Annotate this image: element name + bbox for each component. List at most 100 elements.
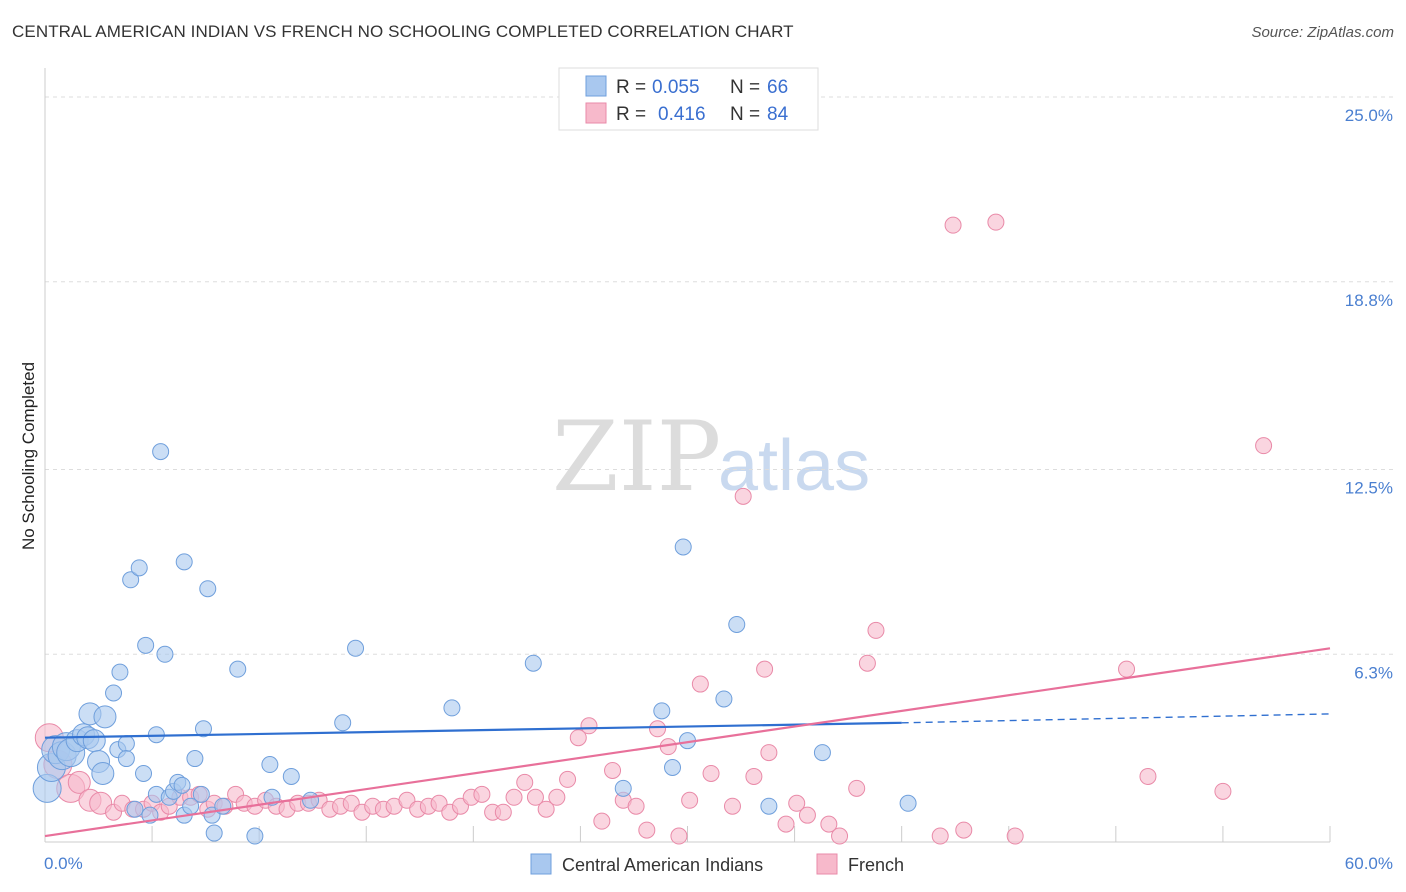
central-american-indian-point bbox=[82, 729, 106, 753]
central-american-indian-point bbox=[653, 702, 671, 720]
french-point bbox=[670, 827, 688, 845]
central-american-indian-point bbox=[135, 764, 153, 782]
central-american-indian-point bbox=[152, 443, 170, 461]
french-point bbox=[691, 675, 709, 693]
french-point bbox=[734, 487, 752, 505]
chart-title: CENTRAL AMERICAN INDIAN VS FRENCH NO SCH… bbox=[12, 22, 794, 41]
central-american-indian-trend-extension bbox=[901, 713, 1331, 724]
x-tick-label-min: 0.0% bbox=[44, 854, 83, 873]
central-american-indian-point bbox=[899, 794, 917, 812]
french-point bbox=[593, 812, 611, 830]
central-american-indian-point bbox=[175, 553, 193, 571]
legend-swatch-pink bbox=[585, 102, 607, 124]
central-american-indian-point bbox=[261, 756, 279, 774]
central-american-indian-point bbox=[130, 559, 148, 577]
y-axis-label: No Schooling Completed bbox=[19, 362, 38, 550]
french-point bbox=[756, 660, 774, 678]
central-american-indian-point bbox=[137, 636, 155, 654]
central-american-indian-point bbox=[760, 797, 778, 815]
french-point bbox=[580, 717, 598, 735]
central-american-indian-point bbox=[302, 791, 320, 809]
legend-r-value-blue: 0.055 bbox=[652, 77, 700, 98]
french-point bbox=[745, 767, 763, 785]
central-american-indian-point bbox=[813, 744, 831, 762]
french-point bbox=[1255, 437, 1273, 455]
french-point bbox=[526, 788, 544, 806]
y-tick-label: 25.0% bbox=[1345, 106, 1393, 125]
central-american-indian-point bbox=[282, 767, 300, 785]
french-point bbox=[820, 815, 838, 833]
french-point bbox=[473, 785, 491, 803]
legend-r-label-blue: R = bbox=[616, 77, 646, 98]
french-point bbox=[848, 779, 866, 797]
french-point bbox=[723, 797, 741, 815]
central-american-indian-point bbox=[126, 800, 144, 818]
legend-r-value-pink: 0.416 bbox=[658, 104, 706, 125]
central-american-indian-point bbox=[246, 827, 264, 845]
french-point bbox=[987, 213, 1005, 231]
french-points bbox=[34, 213, 1273, 845]
series-legend-label-blue: Central American Indians bbox=[562, 855, 763, 875]
french-point bbox=[67, 770, 91, 794]
french-point bbox=[604, 761, 622, 779]
central-american-indian-point bbox=[229, 660, 247, 678]
legend-n-value-blue: 66 bbox=[767, 77, 788, 98]
central-american-indian-point bbox=[728, 615, 746, 633]
french-point bbox=[548, 788, 566, 806]
correlation-legend: R = 0.055 N = 66 R = 0.416 N = 84 bbox=[558, 67, 819, 131]
legend-n-value-pink: 84 bbox=[767, 104, 789, 125]
central-american-indian-point bbox=[347, 639, 365, 657]
french-point bbox=[777, 815, 795, 833]
central-american-indian-point bbox=[199, 580, 217, 598]
central-american-indian-point bbox=[173, 776, 191, 794]
central-american-indian-point bbox=[715, 690, 733, 708]
central-american-indian-point bbox=[674, 538, 692, 556]
french-point bbox=[494, 803, 512, 821]
french-point bbox=[681, 791, 699, 809]
watermark-zip: ZIP bbox=[552, 401, 721, 513]
series-legend-label-pink: French bbox=[848, 855, 904, 875]
french-point bbox=[760, 744, 778, 762]
y-tick-label: 12.5% bbox=[1345, 479, 1393, 498]
central-american-indian-point bbox=[205, 824, 223, 842]
source-credit: Source: ZipAtlas.com bbox=[1251, 24, 1394, 41]
series-legend: Central American Indians French bbox=[530, 853, 904, 875]
central-american-indian-point bbox=[91, 761, 115, 785]
french-point bbox=[931, 827, 949, 845]
french-point bbox=[559, 770, 577, 788]
french-point bbox=[831, 827, 849, 845]
french-point bbox=[1139, 767, 1157, 785]
legend-n-label-pink: N = bbox=[730, 104, 760, 125]
central-american-indian-point bbox=[156, 645, 174, 663]
french-point bbox=[649, 720, 667, 738]
gridlines bbox=[45, 96, 1395, 655]
legend-r-label-pink: R = bbox=[616, 104, 646, 125]
series-legend-swatch-blue bbox=[530, 853, 552, 875]
french-point bbox=[867, 621, 885, 639]
central-american-indian-point bbox=[105, 684, 123, 702]
french-point bbox=[858, 654, 876, 672]
french-trend-line bbox=[44, 647, 1331, 838]
central-american-indian-point bbox=[194, 720, 212, 738]
french-point bbox=[702, 764, 720, 782]
french-point bbox=[1006, 827, 1024, 845]
central-american-indian-point bbox=[111, 663, 129, 681]
central-american-indian-point bbox=[443, 699, 461, 717]
french-point bbox=[627, 797, 645, 815]
central-american-indian-point bbox=[117, 750, 135, 768]
watermark: ZIP atlas bbox=[552, 401, 870, 513]
central-american-indian-point bbox=[192, 785, 210, 803]
y-tick-labels: 6.3% 12.5% 18.8% 25.0% bbox=[1345, 106, 1393, 682]
y-tick-label: 6.3% bbox=[1354, 663, 1393, 682]
y-tick-label: 18.8% bbox=[1345, 291, 1393, 310]
central-american-indian-point bbox=[186, 750, 204, 768]
french-point bbox=[1214, 782, 1232, 800]
french-point bbox=[944, 216, 962, 234]
french-point bbox=[788, 794, 806, 812]
central-american-indian-point bbox=[524, 654, 542, 672]
central-american-indian-trend-line bbox=[44, 721, 902, 739]
legend-n-label-blue: N = bbox=[730, 77, 760, 98]
x-tick-label-max: 60.0% bbox=[1345, 854, 1393, 873]
french-point bbox=[1118, 660, 1136, 678]
